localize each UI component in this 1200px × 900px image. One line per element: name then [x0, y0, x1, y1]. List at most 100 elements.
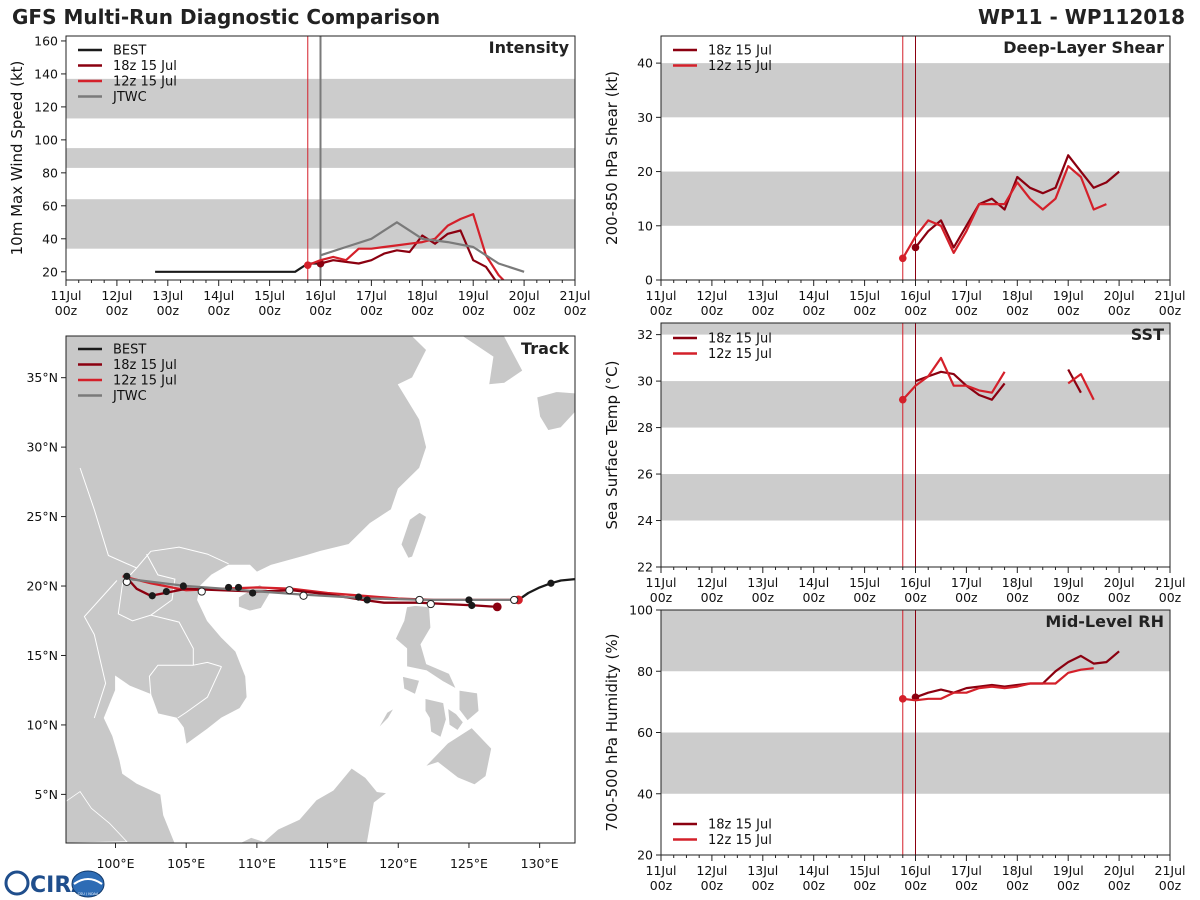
x-tick-label: 20Jul — [1104, 863, 1135, 878]
x-tick-sublabel: 00z — [802, 590, 825, 605]
land-borneo — [239, 767, 389, 843]
y-tick-label: 100 — [34, 132, 58, 147]
x-tick-sublabel: 00z — [802, 878, 825, 893]
y-tick-label: 30 — [637, 110, 653, 125]
land-layer — [66, 336, 575, 843]
track-point — [148, 592, 156, 600]
x-tick-label: 17Jul — [356, 288, 387, 303]
y-tick-label: 20°N — [26, 579, 58, 594]
x-tick-sublabel: 00z — [462, 303, 485, 318]
x-tick-sublabel: 00z — [1108, 303, 1131, 318]
series-line-18z-15-jul — [320, 229, 497, 280]
y-tick-label: 40 — [637, 786, 653, 801]
map-frame — [65, 335, 576, 844]
land-panay-negros — [424, 697, 447, 738]
y-tick-label: 60 — [42, 198, 58, 213]
x-tick-label: 15Jul — [849, 288, 880, 303]
panel-title: Mid-Level RH — [1045, 612, 1164, 631]
track-point-open — [285, 586, 294, 595]
panel-sst: 22242628303211Jul00z12Jul00z13Jul00z14Ju… — [603, 322, 1186, 605]
track-point — [224, 583, 233, 592]
panel-title: Intensity — [489, 38, 570, 57]
panel-title: Track — [521, 339, 569, 358]
land-luzon — [394, 605, 458, 690]
y-axis-label: 200-850 hPa Shear (kt) — [603, 71, 621, 245]
track-point — [468, 601, 476, 610]
x-tick-sublabel: 00z — [106, 303, 129, 318]
land-sumatra-north — [66, 791, 128, 843]
land-japan-kyushu — [536, 391, 575, 431]
x-tick-label: 16Jul — [900, 575, 931, 590]
x-tick-sublabel: 00z — [955, 303, 978, 318]
x-tick-label: 115°E — [309, 856, 347, 871]
legend-label: 18z 15 Jul — [708, 44, 772, 59]
track-point-open — [197, 587, 206, 596]
series-marker — [898, 395, 907, 404]
y-tick-label: 15°N — [26, 648, 58, 663]
x-tick-sublabel: 00z — [904, 590, 927, 605]
x-tick-sublabel: 00z — [650, 303, 673, 318]
track-point — [363, 596, 371, 604]
x-tick-sublabel: 00z — [701, 878, 724, 893]
y-tick-label: 30 — [637, 374, 653, 389]
storm-id: WP11 - WP112018 — [978, 5, 1185, 29]
x-tick-label: 17Jul — [951, 863, 982, 878]
track-point — [234, 583, 243, 592]
x-tick-sublabel: 00z — [650, 590, 673, 605]
x-tick-label: 17Jul — [951, 575, 982, 590]
logo-subtext: CSU / NOAA — [78, 892, 99, 896]
legend-label: 18z 15 Jul — [708, 818, 772, 833]
cira-logo: CIRA CSU / NOAA — [4, 870, 105, 898]
series-line-best — [155, 262, 321, 273]
legend-label: 12z 15 Jul — [708, 833, 772, 848]
y-tick-label: 100 — [629, 603, 653, 618]
track-point-open — [415, 595, 424, 605]
series-marker — [911, 243, 920, 252]
series-line-18z-15-jul-b — [1067, 368, 1082, 394]
y-tick-label: 20 — [637, 164, 653, 179]
track-point-open — [299, 591, 308, 600]
x-tick-sublabel: 00z — [1057, 590, 1080, 605]
land-palawan — [358, 707, 396, 749]
track-point — [492, 602, 502, 612]
legend-label: 12z 15 Jul — [708, 347, 772, 362]
x-tick-label: 15Jul — [849, 863, 880, 878]
x-tick-label: 20Jul — [1104, 288, 1135, 303]
logo-ring-icon — [4, 870, 30, 896]
x-tick-label: 19Jul — [1053, 863, 1084, 878]
legend-label: 18z 15 Jul — [113, 358, 177, 373]
x-tick-sublabel: 00z — [752, 303, 775, 318]
border-line — [79, 467, 229, 569]
legend-label: JTWC — [112, 389, 147, 404]
x-tick-sublabel: 00z — [1108, 590, 1131, 605]
track-point — [465, 596, 473, 604]
x-tick-label: 11Jul — [646, 863, 677, 878]
x-tick-label: 19Jul — [1053, 288, 1084, 303]
x-tick-sublabel: 00z — [207, 303, 230, 318]
x-tick-sublabel: 00z — [904, 303, 927, 318]
x-tick-sublabel: 00z — [1006, 878, 1029, 893]
x-tick-label: 14Jul — [798, 863, 829, 878]
x-tick-sublabel: 00z — [701, 590, 724, 605]
track-point — [547, 579, 555, 587]
x-tick-label: 120°E — [379, 856, 417, 871]
x-tick-label: 21Jul — [560, 288, 591, 303]
x-tick-label: 125°E — [450, 856, 488, 871]
y-tick-label: 25°N — [26, 509, 58, 524]
x-tick-sublabel: 00z — [309, 303, 332, 318]
x-tick-label: 21Jul — [1155, 575, 1186, 590]
x-tick-sublabel: 00z — [1159, 878, 1182, 893]
x-tick-sublabel: 00z — [853, 590, 876, 605]
y-tick-label: 24 — [637, 513, 653, 528]
track-point-open — [426, 599, 435, 609]
x-tick-label: 13Jul — [747, 575, 778, 590]
x-tick-label: 20Jul — [509, 288, 540, 303]
track-jtwc — [129, 577, 515, 602]
y-tick-label: 5°N — [34, 787, 58, 802]
x-tick-label: 12Jul — [696, 575, 727, 590]
y-tick-label: 20 — [42, 264, 58, 279]
series-group — [898, 356, 1095, 404]
series-line-12z-15-jul — [902, 667, 1094, 702]
x-tick-label: 13Jul — [747, 288, 778, 303]
